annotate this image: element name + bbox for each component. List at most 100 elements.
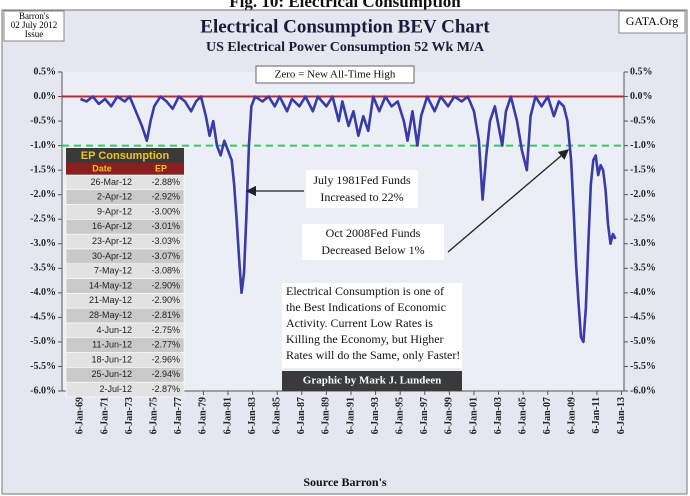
note-2008-box xyxy=(302,224,444,260)
table-title: EP Consumption xyxy=(81,150,170,162)
source-box-line: Barron's xyxy=(19,11,50,21)
table-cell: 28-May-12 xyxy=(89,310,132,320)
note-2008: Oct 2008Fed Funds xyxy=(326,226,421,240)
x-tick-label: 6-Jan-95 xyxy=(394,397,405,434)
table-cell: 4-Jun-12 xyxy=(96,325,132,335)
note-2008: Decreased Below 1% xyxy=(321,243,424,257)
note-1981-box xyxy=(306,170,418,208)
y-tick-label-right: -5.0% xyxy=(630,336,656,347)
chart-subtitle: US Electrical Power Consumption 52 Wk M/… xyxy=(206,40,485,55)
table-cell: 2-Apr-12 xyxy=(97,192,132,202)
y-tick-label: -1.0% xyxy=(30,140,56,151)
commentary-line: Rates will do the Same, only Faster! xyxy=(286,348,460,362)
y-tick-label: -5.5% xyxy=(30,361,56,372)
table-cell: 14-May-12 xyxy=(89,280,132,290)
x-tick-label: 6-Jan-87 xyxy=(296,397,307,434)
x-tick-label: 6-Jan-75 xyxy=(149,397,160,434)
table-cell: 23-Apr-12 xyxy=(92,236,132,246)
x-tick-label: 6-Jan-07 xyxy=(542,397,553,434)
zero-note-box xyxy=(255,65,415,84)
y-tick-label: -4.0% xyxy=(30,287,56,298)
y-tick-label-right: -0.5% xyxy=(630,115,656,126)
commentary-line: the Best Indications of Economic xyxy=(286,300,446,314)
table-cell: -3.03% xyxy=(151,236,180,246)
table-row-bg xyxy=(65,381,185,398)
x-tick-label: 6-Jan-97 xyxy=(419,397,430,434)
y-tick-label: 0.0% xyxy=(34,91,57,102)
source-box-line: Issue xyxy=(25,29,44,39)
y-tick-label-right: -6.0% xyxy=(630,385,656,396)
table-cell: -2.90% xyxy=(151,295,180,305)
table-cell: 16-Apr-12 xyxy=(92,221,132,231)
y-tick-label-right: -3.5% xyxy=(630,263,656,274)
table-column-header: Date xyxy=(92,163,112,173)
commentary-line: Electrical Consumption is one of xyxy=(286,284,444,298)
table-cell: 9-Apr-12 xyxy=(97,206,132,216)
x-tick-label: 6-Jan-79 xyxy=(198,397,209,434)
table-cell: -2.92% xyxy=(151,192,180,202)
x-tick-label: 6-Jan-73 xyxy=(124,397,135,434)
y-tick-label: -3.0% xyxy=(30,238,56,249)
x-tick-label: 6-Jan-77 xyxy=(173,397,184,434)
credit-box xyxy=(282,371,462,391)
y-tick-label-right: -4.5% xyxy=(630,312,656,323)
y-tick-label-right: -1.0% xyxy=(630,140,656,151)
x-tick-label: 6-Jan-13 xyxy=(616,397,627,434)
y-tick-label: -4.5% xyxy=(30,312,56,323)
table-cell: -2.75% xyxy=(151,325,180,335)
y-tick-label-right: -2.5% xyxy=(630,214,656,225)
y-tick-label-right: -3.0% xyxy=(630,238,656,249)
zero-note: Zero = New All-Time High xyxy=(275,69,396,81)
table-cell: -3.00% xyxy=(151,206,180,216)
table-cell: 7-May-12 xyxy=(94,266,132,276)
y-tick-label: -2.0% xyxy=(30,189,56,200)
table-cell: -2.77% xyxy=(151,340,180,350)
y-tick-label: -6.0% xyxy=(30,385,56,396)
y-tick-label-right: -1.5% xyxy=(630,164,656,175)
site: GATA.Org xyxy=(626,14,678,28)
x-tick-label: 6-Jan-99 xyxy=(444,397,455,434)
x-tick-label: 6-Jan-09 xyxy=(567,397,578,434)
table-title-bg xyxy=(66,148,184,163)
table-cell: 26-Mar-12 xyxy=(90,177,132,187)
commentary-line: Killing the Economy, but Higher xyxy=(286,332,444,346)
commentary-line: Activity. Current Low Rates is xyxy=(286,316,433,330)
table-cell: 25-Jun-12 xyxy=(91,369,132,379)
x-tick-label: 6-Jan-69 xyxy=(75,397,86,434)
table-cell: 21-May-12 xyxy=(89,295,132,305)
credit: Graphic by Mark J. Lundeen xyxy=(303,375,441,387)
x-tick-label: 6-Jan-01 xyxy=(468,397,479,434)
table-cell: -2.94% xyxy=(151,369,180,379)
y-tick-label: -0.5% xyxy=(30,115,56,126)
x-tick-label: 6-Jan-93 xyxy=(370,397,381,434)
table-cell: -3.08% xyxy=(151,266,180,276)
x-tick-label: 6-Jan-81 xyxy=(222,397,233,434)
x-axis-label: Source Barron's xyxy=(303,475,387,489)
chart-title: Electrical Consumption BEV Chart xyxy=(200,16,490,37)
table-cell: 2-Jul-12 xyxy=(99,384,132,394)
figure-caption: Fig. 10: Electrical Consumption xyxy=(229,0,461,11)
table-cell: 11-Jun-12 xyxy=(92,340,132,350)
x-tick-label: 6-Jan-71 xyxy=(99,397,110,434)
y-tick-label-right: -4.0% xyxy=(630,287,656,298)
x-tick-label: 6-Jan-89 xyxy=(321,397,332,434)
y-tick-label: -1.5% xyxy=(30,164,56,175)
x-tick-label: 6-Jan-03 xyxy=(493,397,504,434)
note-1981: July 1981Fed Funds xyxy=(313,173,411,187)
x-tick-label: 6-Jan-11 xyxy=(591,397,602,434)
y-tick-label: 0.5% xyxy=(34,66,57,77)
table-cell: -2.87% xyxy=(151,384,180,394)
data-line xyxy=(79,95,617,344)
table-cell: 30-Apr-12 xyxy=(92,251,132,261)
site-box xyxy=(618,10,686,34)
table-cell: 18-Jun-12 xyxy=(91,354,132,364)
x-tick-label: 6-Jan-91 xyxy=(345,397,356,434)
x-tick-label: 6-Jan-85 xyxy=(272,397,283,434)
y-tick-label-right: 0.5% xyxy=(630,66,653,77)
plot-layer: 0.5% 0.5% 0.0% 0.0% -0.5% -0.5% -1.0% -1.0% -1.5… xyxy=(30,66,656,434)
source-box-line: 02 July 2012 xyxy=(11,20,58,30)
note-1981: Increased to 22% xyxy=(320,190,403,204)
y-tick-label: -3.5% xyxy=(30,263,56,274)
